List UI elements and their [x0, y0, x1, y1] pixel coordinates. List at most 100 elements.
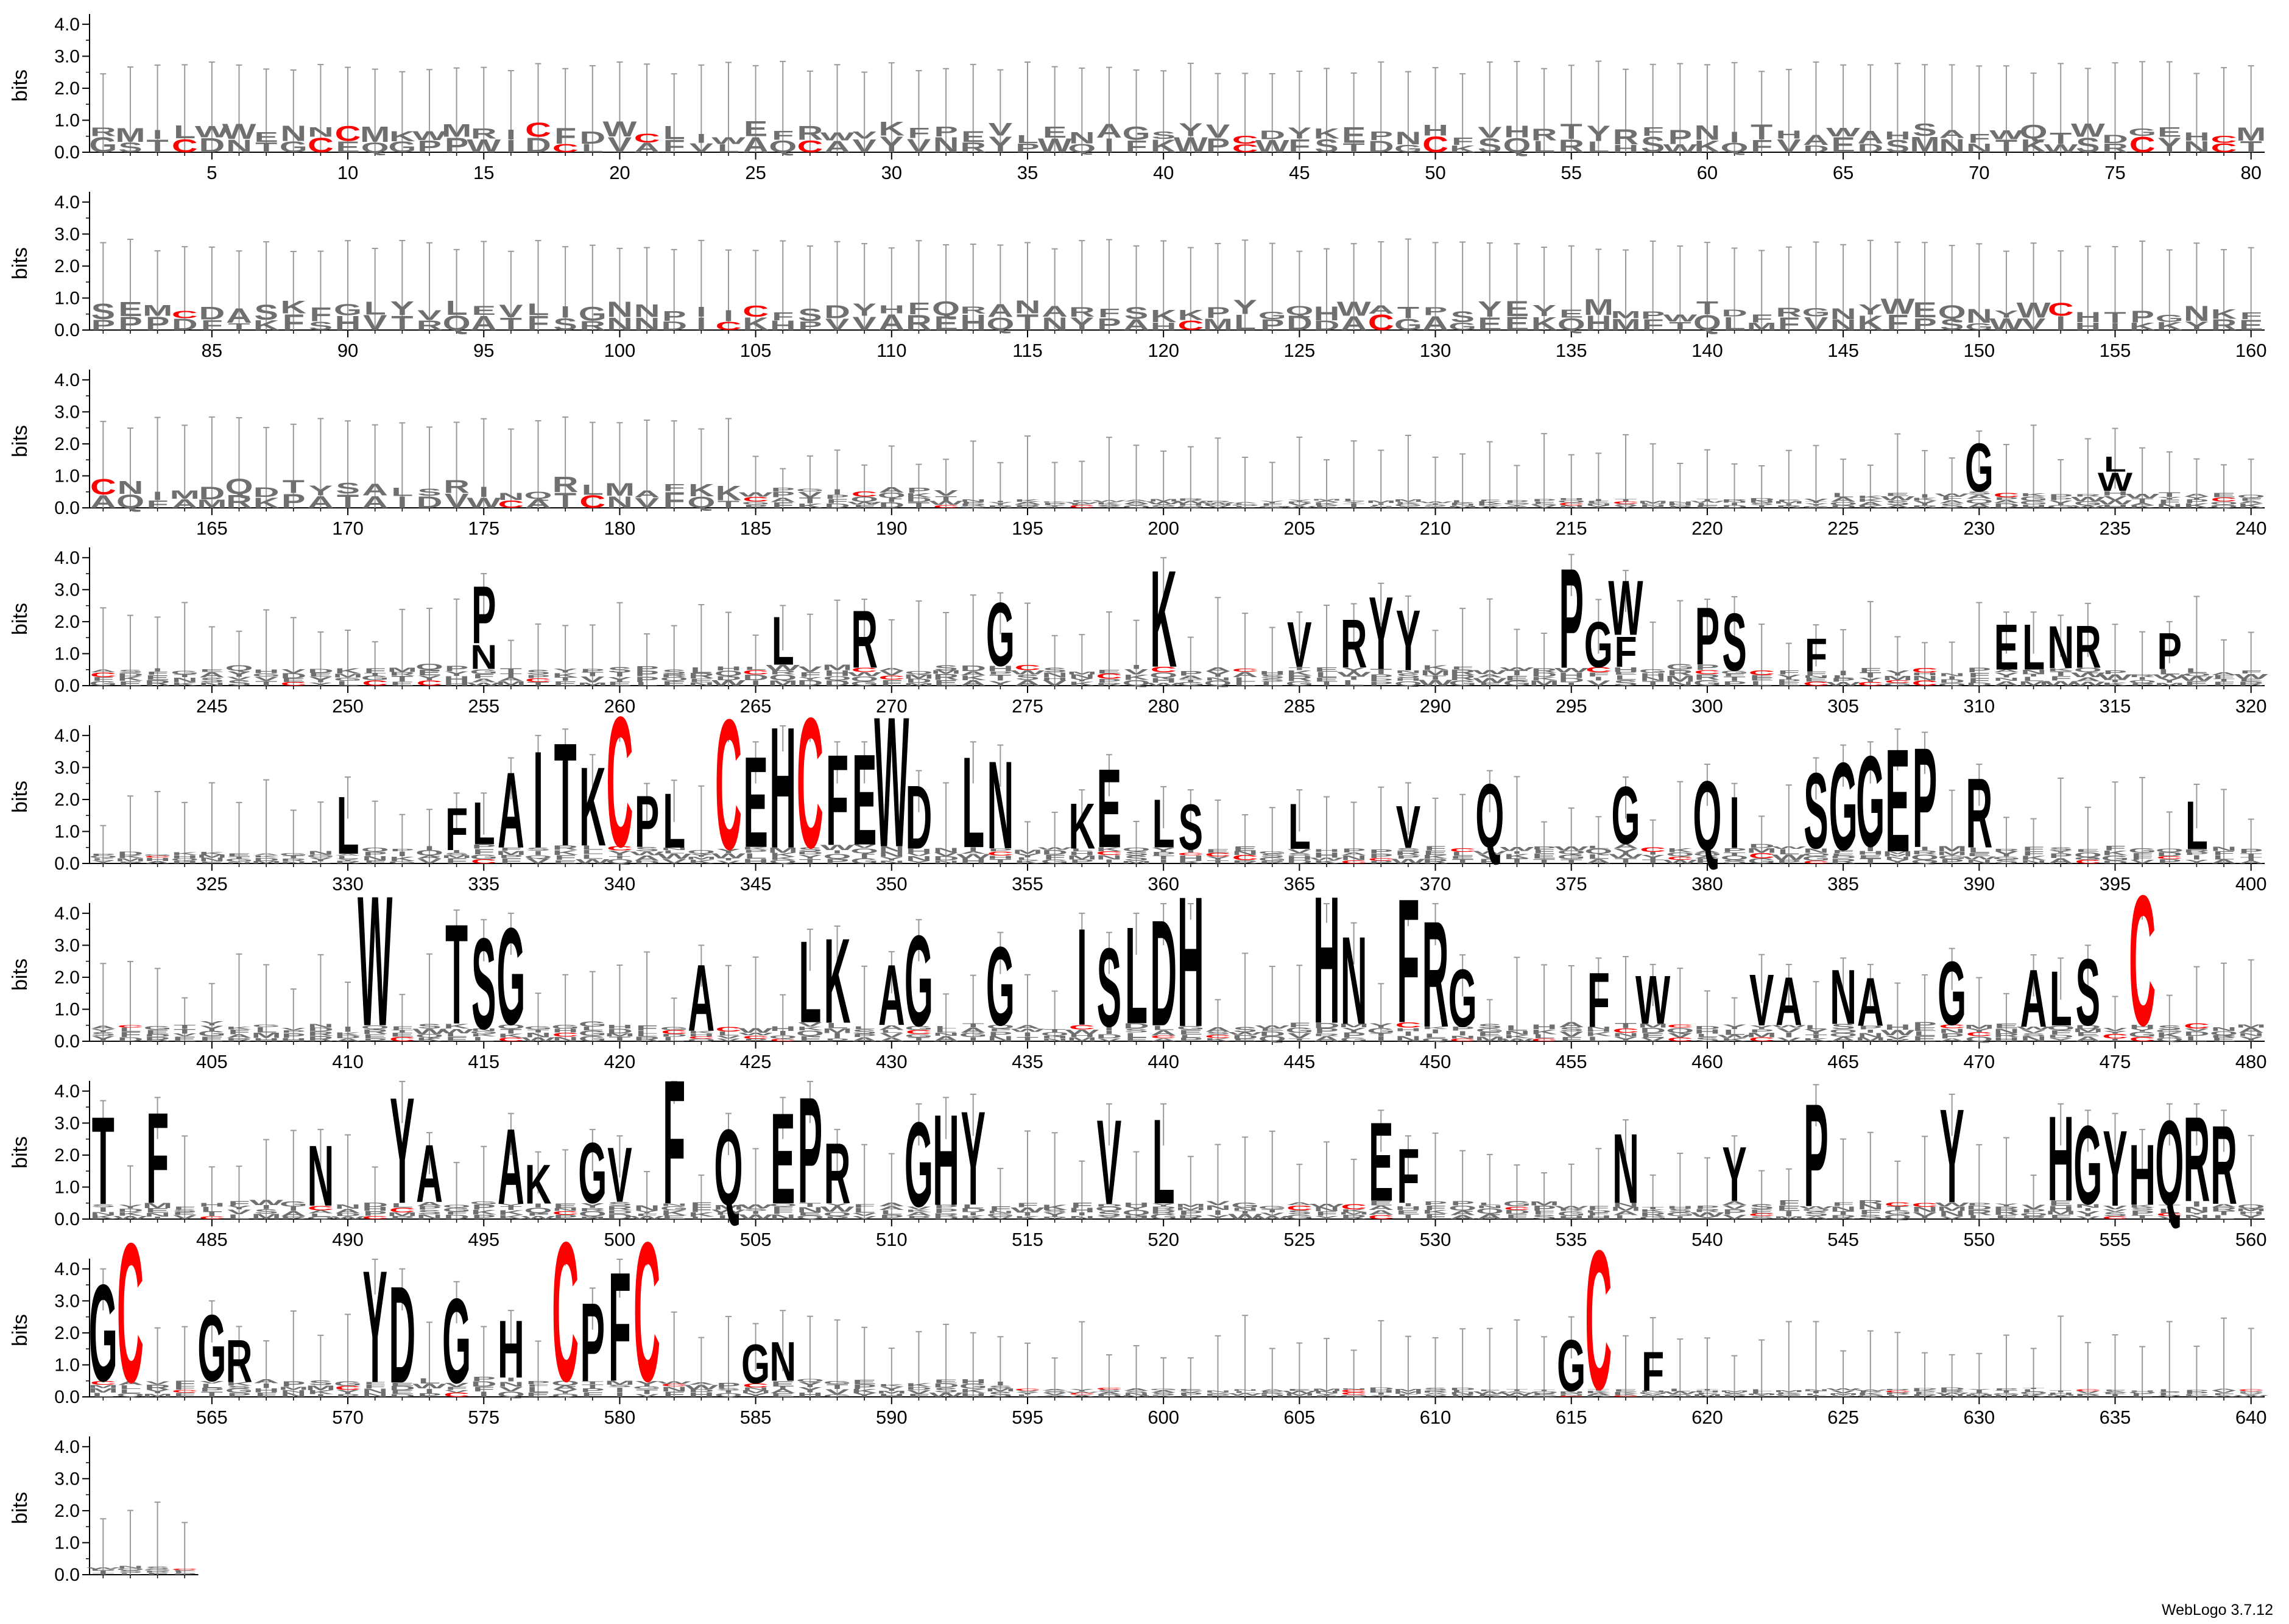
logo-letter: C — [1667, 1024, 1693, 1028]
logo-letter: P — [635, 781, 659, 863]
y-tick-label: 1.0 — [54, 644, 80, 664]
logo-letter: A — [90, 1025, 116, 1030]
logo-letter: I — [887, 497, 897, 503]
logo-letter: M — [1883, 675, 1913, 681]
logo-letter: P — [1423, 1200, 1448, 1206]
logo-letter: W — [2017, 298, 2051, 322]
logo-letter: W — [820, 1206, 855, 1214]
logo-letter: R — [144, 678, 171, 687]
logo-letter: Y — [880, 132, 904, 157]
x-tick-label: 620 — [1691, 1407, 1723, 1428]
logo-letter: S — [744, 1207, 767, 1212]
logo-letter: S — [1043, 666, 1067, 673]
logo-letter: I — [968, 1211, 978, 1216]
logo-letter: K — [797, 502, 824, 509]
logo-letter: P — [1314, 1027, 1339, 1035]
logo-letter: I — [859, 852, 869, 860]
logo-letter: E — [1478, 314, 1501, 334]
logo-letter: Q — [1014, 504, 1042, 505]
logo-letter: C — [852, 667, 878, 673]
logo-letter: T — [1044, 1028, 1067, 1033]
logo-letter: D — [824, 301, 850, 322]
logo-letter: S — [1614, 504, 1638, 506]
logo-letter: C — [633, 1200, 660, 1423]
logo-letter: D — [933, 1215, 959, 1220]
logo-letter: P — [281, 1032, 305, 1039]
x-tick-label: 460 — [1691, 1051, 1723, 1072]
logo-letter: W — [1010, 1028, 1045, 1033]
logo-letter: Y — [1641, 854, 1665, 861]
logo-letter: V — [934, 852, 958, 857]
y-tick-label: 3.0 — [54, 580, 80, 600]
logo-letter: W — [2071, 496, 2106, 502]
logo-letter: I — [1729, 782, 1740, 864]
logo-letter: M — [251, 860, 281, 864]
logo-letter: P — [580, 1281, 605, 1406]
logo-letter: P — [1858, 1025, 1883, 1031]
logo-letter: C — [1341, 859, 1367, 864]
logo-letter: T — [255, 139, 277, 155]
logo-letter: Y — [1614, 848, 1638, 856]
logo-letter: P — [1369, 848, 1394, 854]
logo-letter: L — [364, 297, 386, 318]
logo-letter: M — [931, 670, 961, 675]
x-tick-label: 490 — [332, 1229, 364, 1250]
logo-letter: L — [1587, 852, 1609, 860]
logo-letter: Y — [1994, 850, 2018, 858]
logo-letter: E — [1097, 669, 1121, 675]
logo-letter: D — [1123, 1022, 1149, 1030]
y-tick-label: 4.0 — [54, 1259, 80, 1279]
logo-letter: Q — [415, 849, 443, 857]
logo-letter: A — [1205, 666, 1231, 673]
logo-letter: S — [91, 1203, 116, 1207]
logo-letter: Q — [306, 1216, 334, 1220]
logo-letter: W — [113, 1215, 147, 1220]
logo-letter: A — [960, 679, 986, 687]
logo-letter: H — [443, 675, 470, 684]
logo-letter: H — [1885, 129, 1911, 142]
logo-letter: C — [1069, 505, 1095, 509]
logo-letter: S — [91, 1032, 115, 1037]
logo-letter: W — [1010, 669, 1045, 675]
logo-letter: E — [1559, 308, 1583, 320]
logo-letter: N — [1450, 1035, 1476, 1039]
logo-letter: Y — [417, 674, 442, 682]
logo-letter: Y — [1342, 666, 1366, 673]
logo-letter: A — [960, 1026, 986, 1035]
logo-letter: M — [1393, 1388, 1423, 1392]
logo-letter: W — [1255, 1025, 1289, 1029]
logo-letter: E — [608, 681, 632, 687]
logo-letter: I — [968, 846, 978, 852]
logo-letter: C — [1695, 669, 1721, 675]
logo-letter: K — [471, 1209, 497, 1216]
logo-letter: S — [608, 1201, 632, 1206]
logo-letter: K — [742, 314, 769, 334]
logo-letter: Q — [1068, 142, 1096, 155]
logo-letter: H — [2129, 1024, 2156, 1030]
logo-letter: P — [1804, 1074, 1828, 1238]
logo-letter: I — [560, 303, 570, 322]
logo-letter: A — [525, 497, 551, 510]
logo-letter: Y — [1396, 592, 1420, 689]
logo-letter: V — [2022, 315, 2046, 334]
logo-letter: S — [1260, 678, 1285, 683]
logo-letter: T — [174, 1028, 196, 1035]
logo-letter: D — [607, 1209, 633, 1215]
logo-letter: F — [2131, 855, 2153, 861]
logo-letter: Y — [1587, 505, 1610, 508]
x-tick-label: 220 — [1691, 518, 1723, 539]
logo-letter: H — [362, 1206, 388, 1212]
logo-letter: Y — [1967, 1388, 1992, 1391]
logo-letter: P — [1913, 1021, 1936, 1029]
logo-letter: K — [797, 1026, 824, 1032]
logo-letter: Y — [2239, 1035, 2263, 1043]
logo-letter: V — [172, 1214, 196, 1220]
logo-letter: I — [615, 672, 624, 678]
logo-letter: Y — [227, 1205, 251, 1211]
x-tick-label: 385 — [1827, 873, 1859, 895]
logo-letter: V — [1749, 960, 1774, 1041]
x-tick-label: 140 — [1691, 340, 1723, 361]
logo-letter: P — [91, 317, 115, 333]
logo-letter: M — [1774, 1390, 1804, 1393]
logo-letter: H — [1042, 1035, 1068, 1039]
